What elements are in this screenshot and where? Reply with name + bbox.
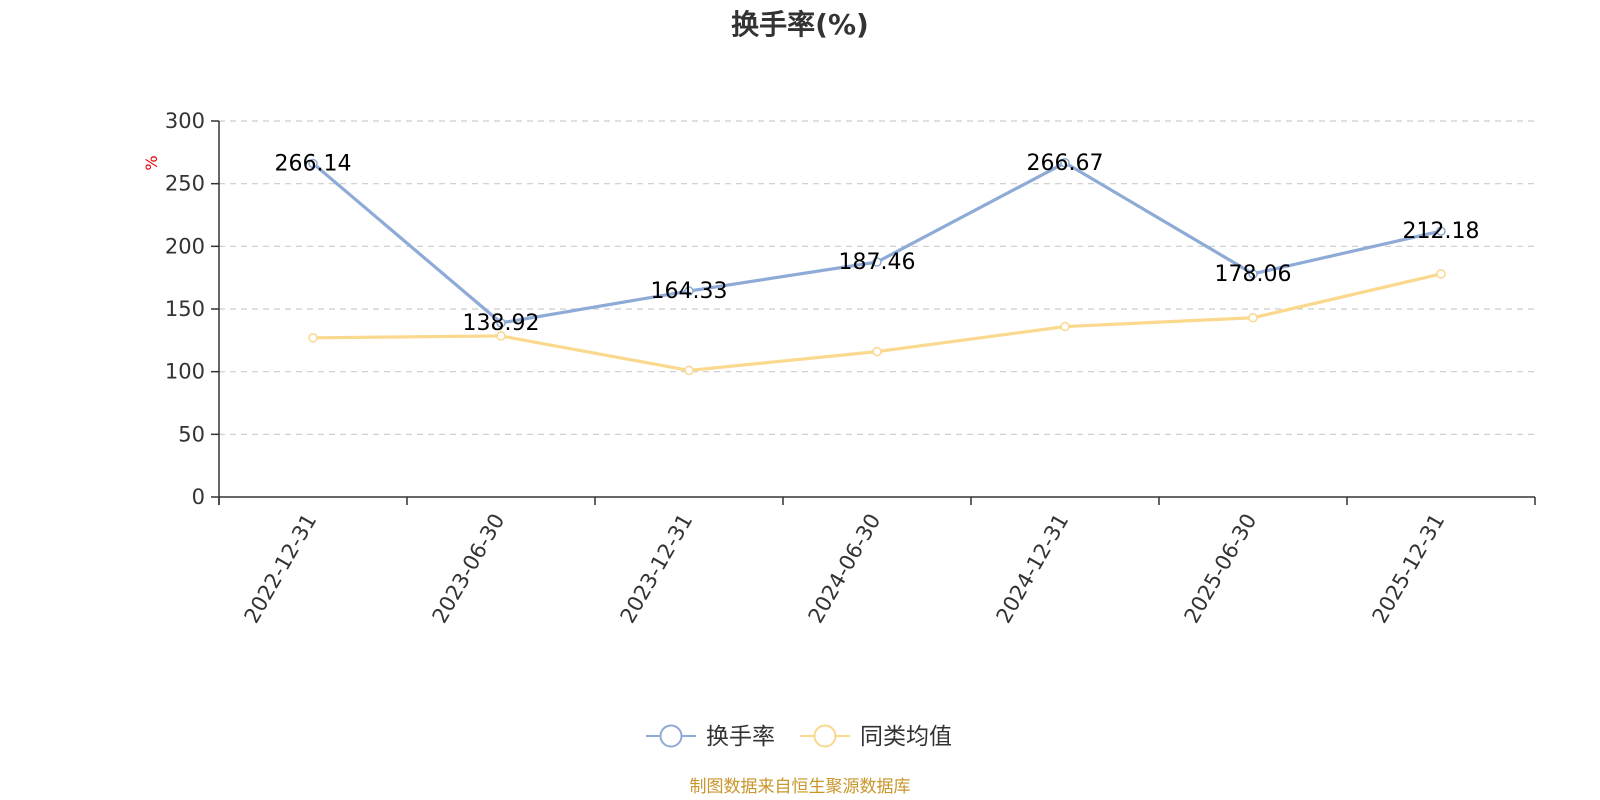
x-tick-label-2025-12-31: 2025-12-31: [1368, 510, 1450, 628]
source-note: 制图数据来自恒生聚源数据库: [690, 777, 911, 797]
series-line-换手率: [311, 161, 1442, 325]
data-label-2024-12-31: 266.67: [1027, 151, 1104, 176]
point-同类均值-2025-06-30: [1248, 313, 1258, 323]
x-tick-label-2023-12-31: 2023-12-31: [616, 510, 698, 628]
x-tick-label-2022-12-31: 2022-12-31: [240, 510, 322, 628]
legend-marker-同类均值: [813, 724, 837, 748]
x-tick-label-2025-06-30: 2025-06-30: [1180, 510, 1262, 628]
data-labels: 266.14 138.92 164.33 187.46 266.67 178.06 212.…: [275, 151, 1480, 336]
point-同类均值-2024-12-31: [1060, 321, 1070, 332]
y-tick-label-250: 250: [165, 172, 205, 196]
grid-lines: [219, 120, 1535, 435]
point-换手率-2025-06-30: [1248, 269, 1258, 279]
point-同类均值-2022-12-31: [308, 333, 318, 343]
legend-item-同类均值[interactable]: 同类均值: [800, 724, 952, 750]
data-label-2025-06-30: 178.06: [1215, 262, 1292, 287]
x-tick-label-2024-12-31: 2024-12-31: [992, 510, 1074, 628]
series-lines: [308, 158, 1446, 376]
x-tick-label-2024-06-30: 2024-06-30: [804, 510, 886, 628]
axes: 0 50 100 150 200 250 300 2022-12-31 2023-06-30 20…: [165, 109, 1536, 628]
point-同类均值-2023-12-31: [684, 365, 694, 376]
y-tick-label-200: 200: [165, 234, 205, 258]
point-换手率-2022-12-31: [308, 158, 318, 169]
point-换手率-2023-12-31: [684, 286, 694, 296]
y-tick-label-100: 100: [165, 360, 205, 384]
legend-label-同类均值: 同类均值: [860, 724, 952, 750]
point-同类均值-2023-06-30: [496, 331, 506, 341]
legend-label-换手率: 换手率: [706, 724, 775, 750]
data-label-2024-06-30: 187.46: [839, 250, 916, 275]
data-label-2023-06-30: 138.92: [463, 311, 540, 336]
point-同类均值-2024-06-30: [872, 346, 882, 357]
data-label-2025-12-31: 212.18: [1403, 219, 1480, 244]
chart-title: 换手率(%): [731, 8, 869, 41]
y-tick-label-50: 50: [178, 422, 205, 446]
data-label-2023-12-31: 164.33: [651, 279, 728, 304]
point-换手率-2024-06-30: [872, 257, 882, 267]
legend-item-换手率[interactable]: 换手率: [646, 724, 775, 750]
data-label-2022-12-31: 266.14: [275, 151, 352, 176]
legend-marker-换手率: [659, 724, 683, 748]
y-tick-label-300: 300: [165, 109, 205, 133]
point-换手率-2025-12-31: [1436, 226, 1446, 236]
x-tick-label-2023-06-30: 2023-06-30: [428, 510, 510, 628]
point-换手率-2023-06-30: [496, 318, 506, 328]
point-换手率-2024-12-31: [1060, 158, 1070, 168]
y-tick-label-0: 0: [192, 485, 205, 509]
point-同类均值-2025-12-31: [1436, 269, 1446, 279]
y-axis-unit: %: [142, 155, 161, 170]
legend[interactable]: 换手率 同类均值: [646, 724, 952, 750]
y-tick-label-150: 150: [165, 297, 205, 321]
